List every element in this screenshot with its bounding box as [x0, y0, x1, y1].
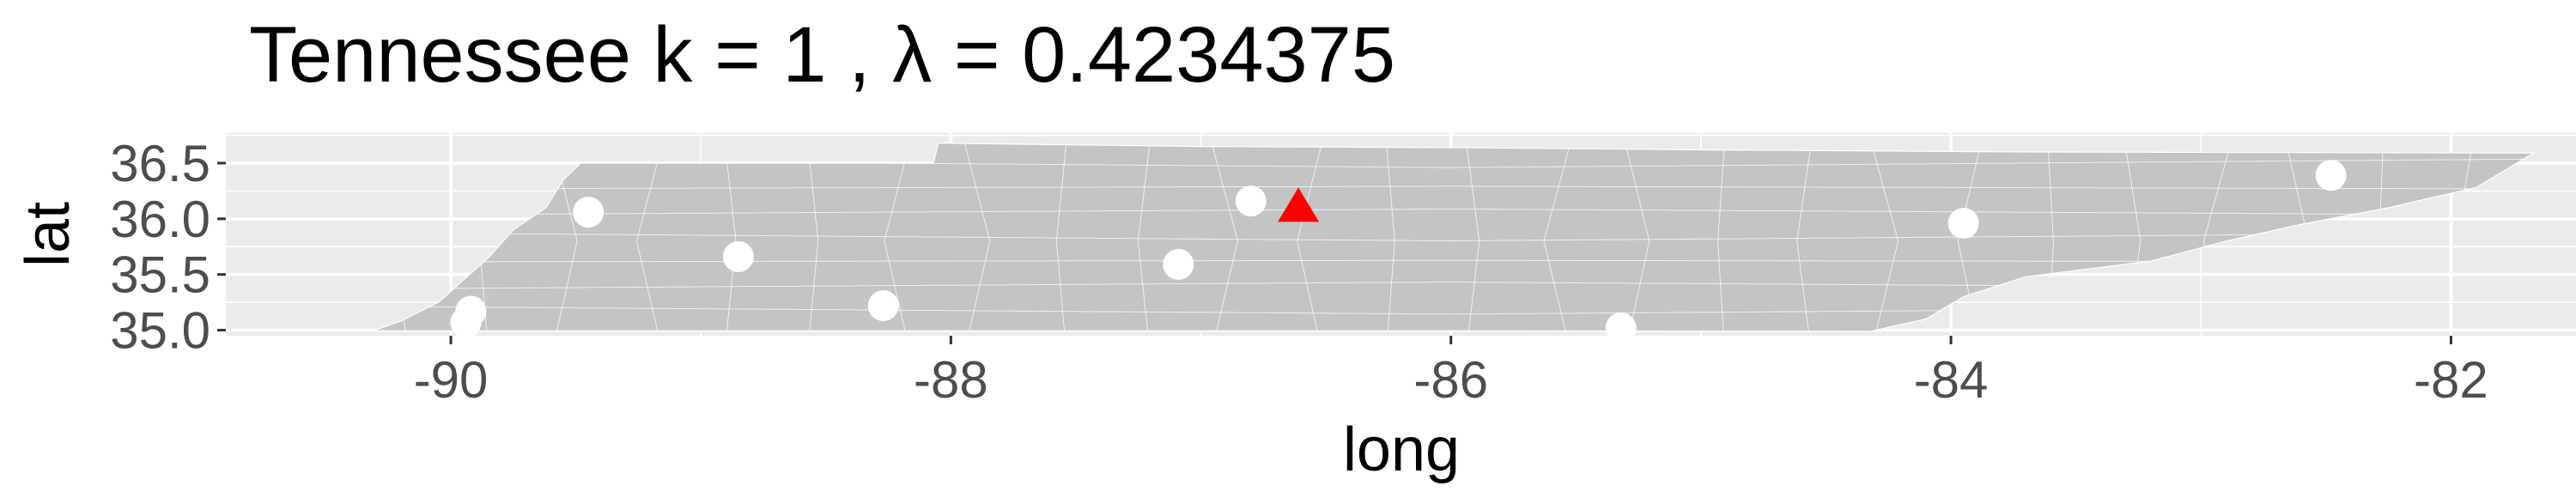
- county-border: [722, 143, 737, 331]
- data-points: [450, 160, 2347, 343]
- x-tick-label: -84: [1914, 351, 1989, 409]
- x-tick-label: -90: [414, 351, 489, 409]
- site-point: [1163, 249, 1194, 281]
- county-border: [1207, 143, 1238, 331]
- y-tick-label: 35.0: [110, 302, 210, 360]
- x-tick-label: -82: [2414, 351, 2488, 409]
- county-border: [1867, 143, 1899, 331]
- site-point: [867, 289, 899, 321]
- x-tick-label: -86: [1413, 351, 1488, 409]
- y-axis-label: lat: [14, 202, 82, 267]
- county-border: [373, 185, 2534, 190]
- county-border: [1796, 143, 1814, 331]
- county-border: [1137, 143, 1152, 331]
- county-border: [373, 232, 2534, 242]
- county-border: [884, 143, 914, 331]
- x-axis-label: long: [1343, 416, 1460, 484]
- county-border: [1621, 143, 1650, 331]
- y-tick-label: 35.5: [110, 246, 210, 304]
- site-point: [1947, 208, 1979, 240]
- county-border: [373, 208, 2534, 216]
- x-axis-ticks: -90 -88 -86 -84 -82: [414, 336, 2488, 409]
- chart-title: Tennessee k = 1 , λ = 0.4234375: [249, 11, 1395, 99]
- y-tick-label: 36.5: [110, 135, 210, 192]
- site-point: [573, 197, 605, 228]
- y-tick-label: 36.0: [110, 191, 210, 248]
- center-point-triangle: [1278, 187, 1320, 222]
- county-border: [960, 143, 991, 331]
- county-border: [805, 143, 819, 331]
- site-point: [722, 240, 754, 272]
- county-border: [1055, 143, 1068, 331]
- county-border: [635, 143, 666, 331]
- site-point: [1605, 312, 1637, 343]
- y-axis-ticks: 35.035.536.036.5: [110, 135, 226, 360]
- x-tick-label: -88: [914, 351, 988, 409]
- state-outline: [373, 143, 2536, 332]
- county-border: [1717, 143, 1727, 331]
- site-point: [2315, 160, 2347, 191]
- site-point: [450, 307, 482, 338]
- site-point: [1235, 185, 1267, 217]
